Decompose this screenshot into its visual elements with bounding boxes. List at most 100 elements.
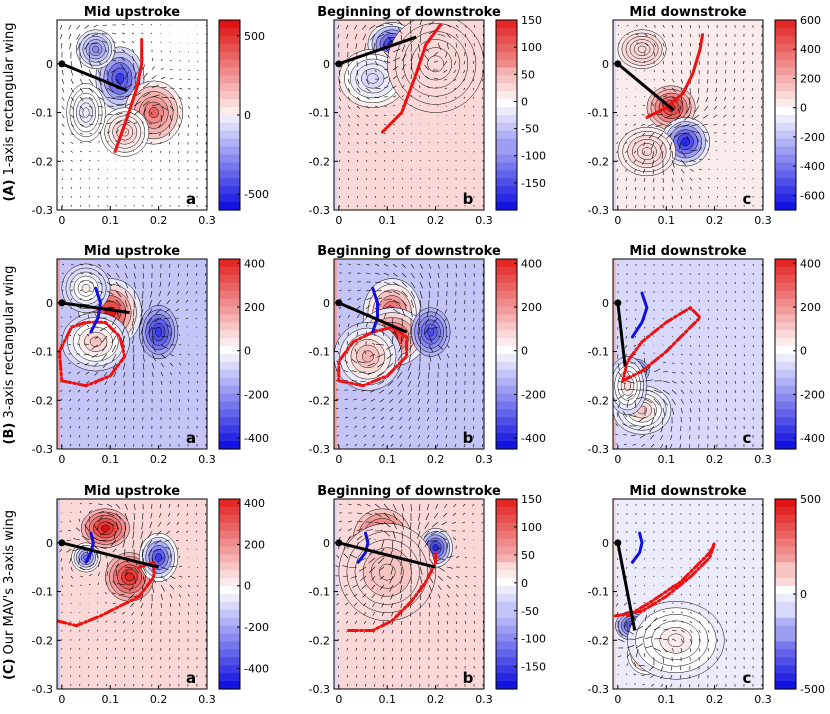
velocity-arrow bbox=[625, 335, 628, 339]
velocity-arrow bbox=[390, 425, 394, 430]
velocity-arrow bbox=[115, 665, 117, 669]
velocity-arrow bbox=[662, 398, 668, 406]
velocity-arrow bbox=[79, 141, 83, 144]
velocity-arrow bbox=[401, 308, 406, 317]
velocity-arrow bbox=[428, 371, 430, 379]
velocity-arrow bbox=[616, 123, 619, 126]
velocity-arrow bbox=[669, 141, 673, 150]
velocity-arrow bbox=[651, 150, 655, 159]
velocity-arrow bbox=[151, 103, 160, 107]
velocity-arrow bbox=[160, 272, 162, 278]
velocity-arrow bbox=[650, 416, 655, 425]
velocity-arrow bbox=[751, 123, 754, 126]
velocity-arrow bbox=[398, 389, 403, 395]
velocity-arrow bbox=[428, 272, 432, 279]
velocity-arrow bbox=[427, 416, 430, 421]
velocity-arrow bbox=[428, 602, 431, 608]
panel-letter: a bbox=[186, 190, 196, 208]
velocity-arrow bbox=[133, 416, 135, 421]
velocity-arrow bbox=[725, 611, 728, 615]
velocity-arrow bbox=[625, 186, 628, 190]
colorbar-frame bbox=[774, 19, 797, 211]
velocity-arrow bbox=[383, 159, 386, 162]
velocity-arrow bbox=[160, 566, 169, 571]
velocity-arrow bbox=[362, 593, 367, 598]
colorbar-tick-label: -100 bbox=[521, 633, 546, 646]
velocity-arrow bbox=[752, 69, 754, 73]
velocity-arrow bbox=[455, 42, 458, 48]
velocity-arrow bbox=[398, 407, 403, 412]
velocity-arrow bbox=[410, 104, 413, 107]
velocity-arrow bbox=[369, 24, 376, 30]
colorbar-step bbox=[219, 657, 240, 666]
velocity-arrow bbox=[445, 407, 448, 412]
velocity-arrow bbox=[638, 416, 646, 423]
velocity-arrow bbox=[418, 512, 421, 521]
velocity-arrow bbox=[158, 132, 162, 136]
velocity-arrow bbox=[133, 272, 136, 279]
wing-root-trajectory bbox=[89, 286, 103, 334]
velocity-arrow bbox=[481, 87, 484, 91]
colorbar-step bbox=[219, 43, 240, 53]
velocity-arrow bbox=[353, 416, 358, 419]
velocity-arrow bbox=[464, 611, 467, 615]
colorbar-step bbox=[775, 91, 796, 100]
velocity-arrow bbox=[716, 584, 718, 587]
velocity-arrow bbox=[364, 656, 367, 660]
colorbar-step bbox=[496, 673, 517, 682]
colorbar-step bbox=[219, 673, 240, 682]
velocity-arrow bbox=[634, 584, 637, 587]
velocity-arrow bbox=[356, 186, 359, 189]
velocity-arrow bbox=[353, 398, 358, 401]
velocity-arrow bbox=[76, 24, 81, 30]
velocity-arrow bbox=[383, 168, 386, 171]
velocity-arrow bbox=[436, 407, 439, 413]
velocity-arrow bbox=[455, 51, 457, 57]
colorbar-step bbox=[219, 298, 240, 308]
velocity-arrow bbox=[481, 443, 484, 448]
colorbar-step bbox=[496, 35, 517, 45]
velocity-arrow bbox=[454, 308, 457, 313]
velocity-arrow bbox=[205, 263, 207, 267]
velocity-arrow bbox=[114, 629, 117, 633]
velocity-arrow bbox=[70, 132, 74, 136]
velocity-arrow bbox=[632, 443, 637, 446]
velocity-arrow bbox=[734, 150, 736, 152]
velocity-arrow bbox=[723, 132, 727, 134]
colorbar-step bbox=[496, 409, 517, 418]
velocity-arrow bbox=[79, 168, 82, 171]
velocity-arrow bbox=[680, 42, 683, 47]
velocity-vectors bbox=[615, 503, 763, 688]
root-strip bbox=[57, 499, 60, 689]
x-tick-label: 0.1 bbox=[378, 693, 396, 706]
velocity-arrow bbox=[428, 557, 434, 565]
colorbar-step bbox=[775, 425, 796, 434]
velocity-arrow bbox=[689, 602, 692, 605]
x-tick-label: 0 bbox=[614, 453, 621, 466]
velocity-arrow bbox=[399, 584, 403, 593]
x-tick-label: 0.2 bbox=[150, 453, 168, 466]
velocity-arrow bbox=[680, 60, 683, 65]
velocity-arrow bbox=[349, 566, 358, 568]
velocity-arrow bbox=[464, 353, 466, 358]
velocity-arrow bbox=[151, 353, 156, 362]
velocity-arrow bbox=[196, 263, 198, 268]
velocity-arrow bbox=[123, 656, 126, 660]
colorbar-tick-label: 0 bbox=[521, 95, 528, 108]
velocity-arrow bbox=[344, 593, 349, 597]
velocity-arrow bbox=[617, 655, 622, 658]
velocity-arrow bbox=[105, 647, 108, 650]
velocity-arrow bbox=[383, 503, 389, 510]
velocity-arrow bbox=[401, 638, 403, 643]
velocity-arrow bbox=[616, 593, 619, 597]
colorbar-step bbox=[219, 578, 240, 587]
velocity-arrow bbox=[400, 548, 403, 557]
velocity-arrow bbox=[642, 352, 646, 355]
velocity-arrow bbox=[653, 51, 655, 56]
velocity-arrow bbox=[90, 42, 99, 45]
velocity-arrow bbox=[76, 343, 81, 346]
velocity-arrow bbox=[698, 362, 701, 366]
velocity-arrow bbox=[374, 503, 381, 508]
velocity-arrow bbox=[703, 131, 709, 134]
colorbar-tick-label: -200 bbox=[800, 131, 825, 144]
